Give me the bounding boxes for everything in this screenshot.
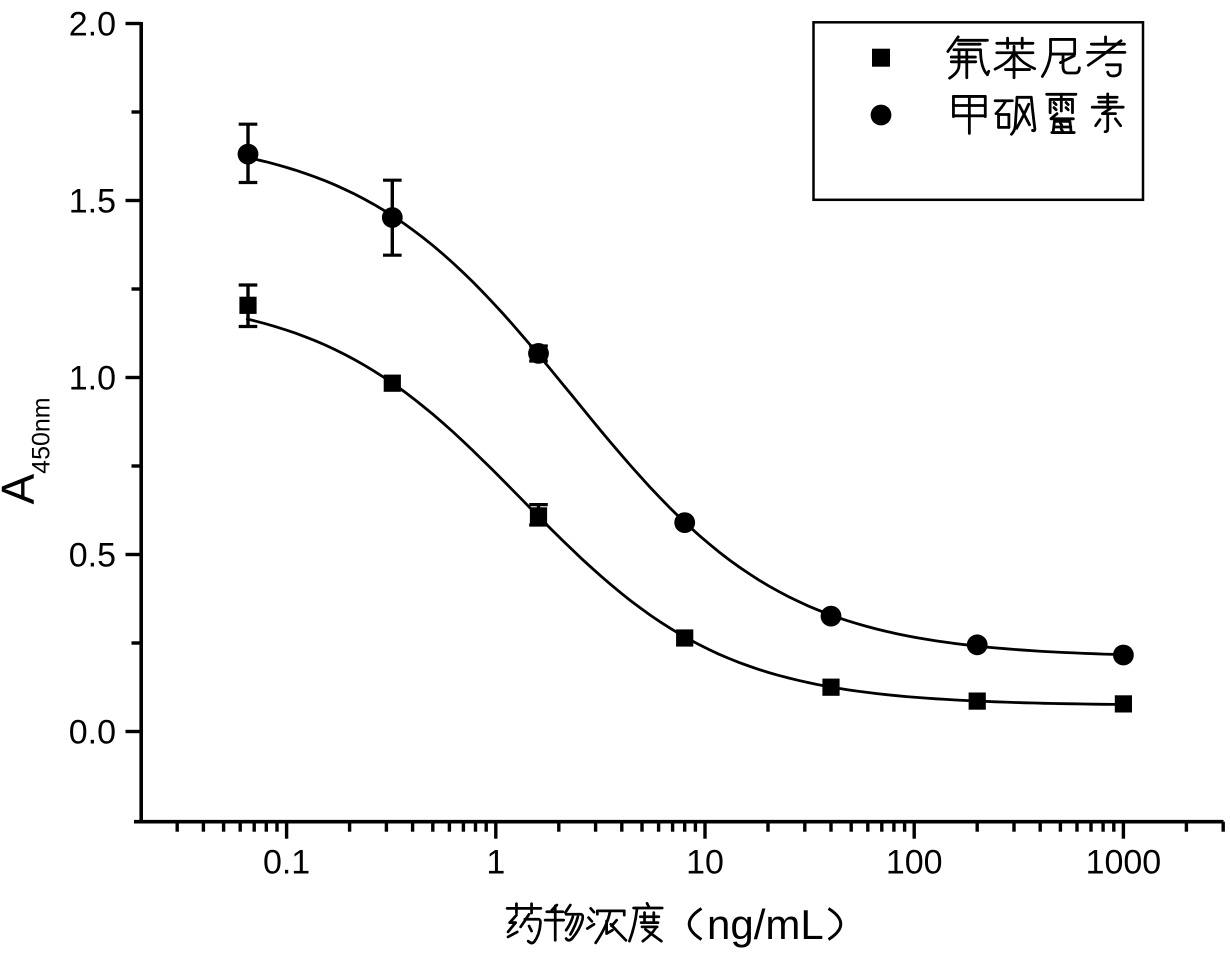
svg-text:1.0: 1.0 — [69, 359, 116, 397]
svg-text:2.0: 2.0 — [69, 5, 116, 43]
svg-text:1000: 1000 — [1086, 844, 1162, 882]
svg-text:10: 10 — [686, 844, 724, 882]
svg-text:1: 1 — [486, 844, 505, 882]
svg-text:1.5: 1.5 — [69, 182, 116, 220]
svg-text:0.0: 0.0 — [69, 713, 116, 751]
svg-text:ng/mL: ng/mL — [707, 901, 824, 948]
svg-text:0.5: 0.5 — [69, 536, 116, 574]
svg-text:0.1: 0.1 — [263, 844, 310, 882]
svg-text:100: 100 — [886, 844, 943, 882]
